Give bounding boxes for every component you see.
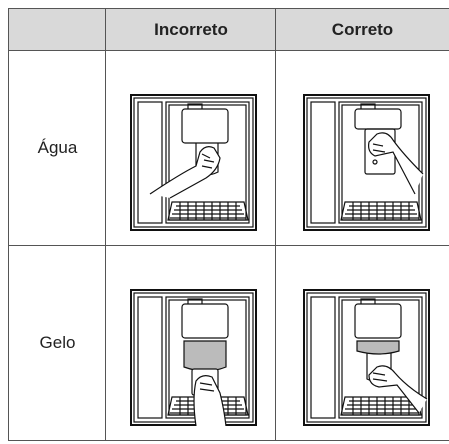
illustration-ice-correct <box>303 289 430 426</box>
corner-cell <box>8 8 106 51</box>
column-header: Incorreto <box>105 8 276 51</box>
column-header: Correto <box>275 8 449 51</box>
image-cell <box>275 50 449 246</box>
image-cell <box>275 245 449 441</box>
image-cell <box>105 245 276 441</box>
illustration-ice-incorrect <box>130 289 257 426</box>
illustration-water-incorrect <box>130 94 257 231</box>
row-label: Gelo <box>8 245 106 441</box>
image-cell <box>105 50 276 246</box>
row-label: Água <box>8 50 106 246</box>
illustration-water-correct <box>303 94 430 231</box>
